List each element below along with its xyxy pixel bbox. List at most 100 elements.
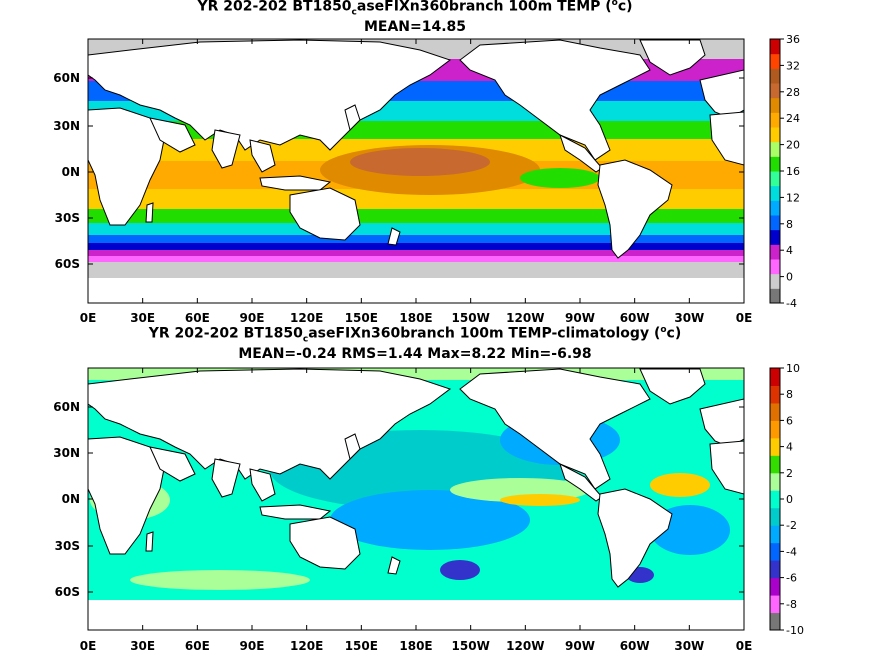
x-tick-label: 0E (736, 639, 753, 653)
colorbar-label: 12 (786, 191, 800, 204)
colorbar-segment (770, 420, 780, 439)
colorbar-segment (770, 200, 780, 216)
x-tick-label: 60W (620, 639, 650, 653)
colorbar-label: -10 (786, 624, 804, 637)
colorbar-segment (770, 273, 780, 289)
colorbar-label: 28 (786, 86, 800, 99)
colorbar-segment (770, 437, 780, 456)
colorbar-segment (770, 185, 780, 201)
y-tick-label: 60S (55, 257, 80, 271)
y-tick-label: 30S (55, 539, 80, 553)
colorbar-segment (770, 39, 780, 55)
colorbar-segment (770, 368, 780, 386)
colorbar-label: 16 (786, 165, 800, 178)
colorbar-segment (770, 507, 780, 526)
colorbar-label: 10 (786, 362, 800, 375)
x-tick-label: 120E (290, 311, 323, 325)
axes: 0E 30E 60E 90E 120E 150E 180E 150W 120W 90W 60W 30W… (53, 39, 752, 653)
top-panel-title: YR 202-202 BT1850caseFIXn360branch 100m … (197, 0, 633, 18)
x-tick-label: 60W (620, 311, 650, 325)
x-tick-label: 0E (80, 639, 97, 653)
colorbar-segment (770, 229, 780, 245)
y-tick-label: 30N (53, 119, 80, 133)
y-tick-label: 0N (62, 165, 80, 179)
x-tick-label: 90W (565, 639, 595, 653)
x-tick-label: 150W (452, 311, 490, 325)
colorbar-segment (770, 455, 780, 474)
y-tick-label: 0N (62, 492, 80, 506)
x-tick-label: 180E (399, 311, 432, 325)
colorbar-label: 4 (786, 244, 793, 257)
x-tick-label: 60E (185, 639, 210, 653)
colorbar-label: 4 (786, 441, 793, 454)
x-tick-label: 120E (290, 639, 323, 653)
colorbar-label: 20 (786, 139, 800, 152)
x-tick-label: 30W (674, 311, 704, 325)
colorbar-segment (770, 259, 780, 275)
colorbar-segment (770, 525, 780, 544)
colorbar-segment (770, 112, 780, 128)
colorbar-segment (770, 490, 780, 509)
colorbar-segment (770, 97, 780, 113)
x-tick-label: 90W (565, 311, 595, 325)
colorbar-segment (770, 53, 780, 69)
x-tick-label: 120W (506, 311, 544, 325)
x-tick-label: 0E (80, 311, 97, 325)
x-tick-label: 60E (185, 311, 210, 325)
colorbar-segment (770, 560, 780, 579)
bottom-panel-title: YR 202-202 BT1850caseFIXn360branch 100m … (148, 325, 682, 345)
colorbar-segment (770, 288, 780, 304)
colorbar-label: 24 (786, 112, 800, 125)
colorbar-segment (770, 68, 780, 84)
x-tick-label: 120W (506, 639, 544, 653)
colorbar-segment (770, 215, 780, 231)
x-tick-label: 30E (130, 311, 155, 325)
colorbar-label: 36 (786, 33, 800, 46)
colorbar-segment (770, 612, 780, 631)
colorbar-label: -4 (786, 297, 797, 310)
bottom-map (88, 368, 744, 630)
colorbar-label: 32 (786, 59, 800, 72)
y-tick-label: 60N (53, 400, 80, 414)
x-tick-label: 150E (345, 311, 378, 325)
y-tick-label: 30S (55, 211, 80, 225)
colorbar-segment (770, 402, 780, 421)
colorbar-label: 0 (786, 493, 793, 506)
colorbar-segment (770, 171, 780, 187)
x-tick-label: 150W (452, 639, 490, 653)
top-panel-stats: MEAN=14.85 (363, 19, 467, 35)
bottom-panel-stats: MEAN=-0.24 RMS=1.44 Max=8.22 Min=-6.98 (238, 346, 592, 362)
colorbar-segment (770, 542, 780, 561)
x-tick-label: 0E (736, 311, 753, 325)
colorbar-segment (770, 244, 780, 260)
colorbar-label: -2 (786, 519, 797, 532)
colorbar-segment (770, 156, 780, 172)
colorbar-segment (770, 127, 780, 143)
colorbar-label: 6 (786, 414, 793, 427)
colorbar-segment (770, 141, 780, 157)
colorbar-label: -6 (786, 572, 797, 585)
colorbar-label: -4 (786, 545, 797, 558)
colorbar-label: -8 (786, 598, 797, 611)
y-tick-label: 30N (53, 446, 80, 460)
x-tick-label: 90E (240, 639, 265, 653)
x-tick-label: 30E (130, 639, 155, 653)
colorbar-label: 0 (786, 271, 793, 284)
x-tick-label: 150E (345, 639, 378, 653)
x-tick-label: 180E (399, 639, 432, 653)
top-map (88, 39, 744, 303)
x-tick-label: 30W (674, 639, 704, 653)
colorbar-segment (770, 472, 780, 491)
colorbar-label: 2 (786, 467, 793, 480)
colorbar-label: 8 (786, 388, 793, 401)
x-tick-label: 90E (240, 311, 265, 325)
y-tick-label: 60S (55, 585, 80, 599)
y-tick-label: 60N (53, 71, 80, 85)
colorbar-label: 8 (786, 218, 793, 231)
colorbar-segment (770, 83, 780, 99)
colorbar-segment (770, 595, 780, 614)
colorbar-segment (770, 577, 780, 596)
colorbar-segment (770, 385, 780, 404)
